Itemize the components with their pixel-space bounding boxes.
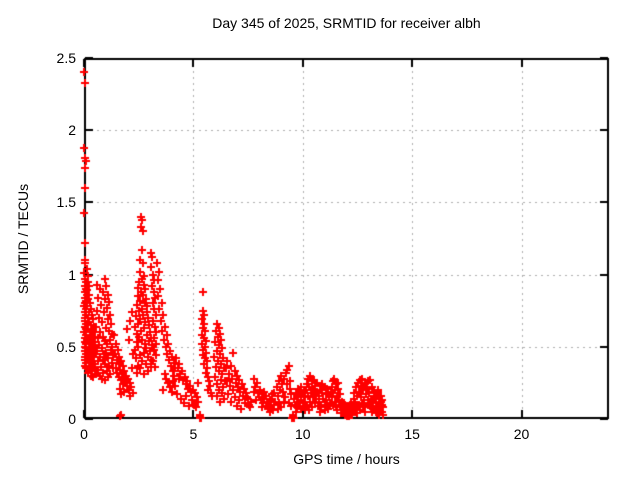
y-tick-label: 1 [68, 266, 76, 283]
x-tick-label: 0 [80, 426, 88, 442]
x-axis-title: GPS time / hours [293, 451, 400, 467]
y-tick-label: 0.5 [56, 338, 76, 355]
y-tick-label: 2 [68, 122, 76, 139]
y-tick-label: 1.5 [56, 194, 76, 211]
y-tick-label: 0 [68, 411, 76, 427]
x-tick-label: 20 [513, 426, 530, 442]
y-axis-title: SRMTID / TECUs [15, 183, 31, 295]
chart-title: Day 345 of 2025, SRMTID for receiver alb… [212, 15, 481, 31]
x-tick-label: 10 [294, 426, 311, 442]
x-tick-label: 15 [404, 426, 420, 442]
x-tick-label: 5 [189, 426, 198, 442]
y-tick-label: 2.5 [56, 50, 76, 66]
